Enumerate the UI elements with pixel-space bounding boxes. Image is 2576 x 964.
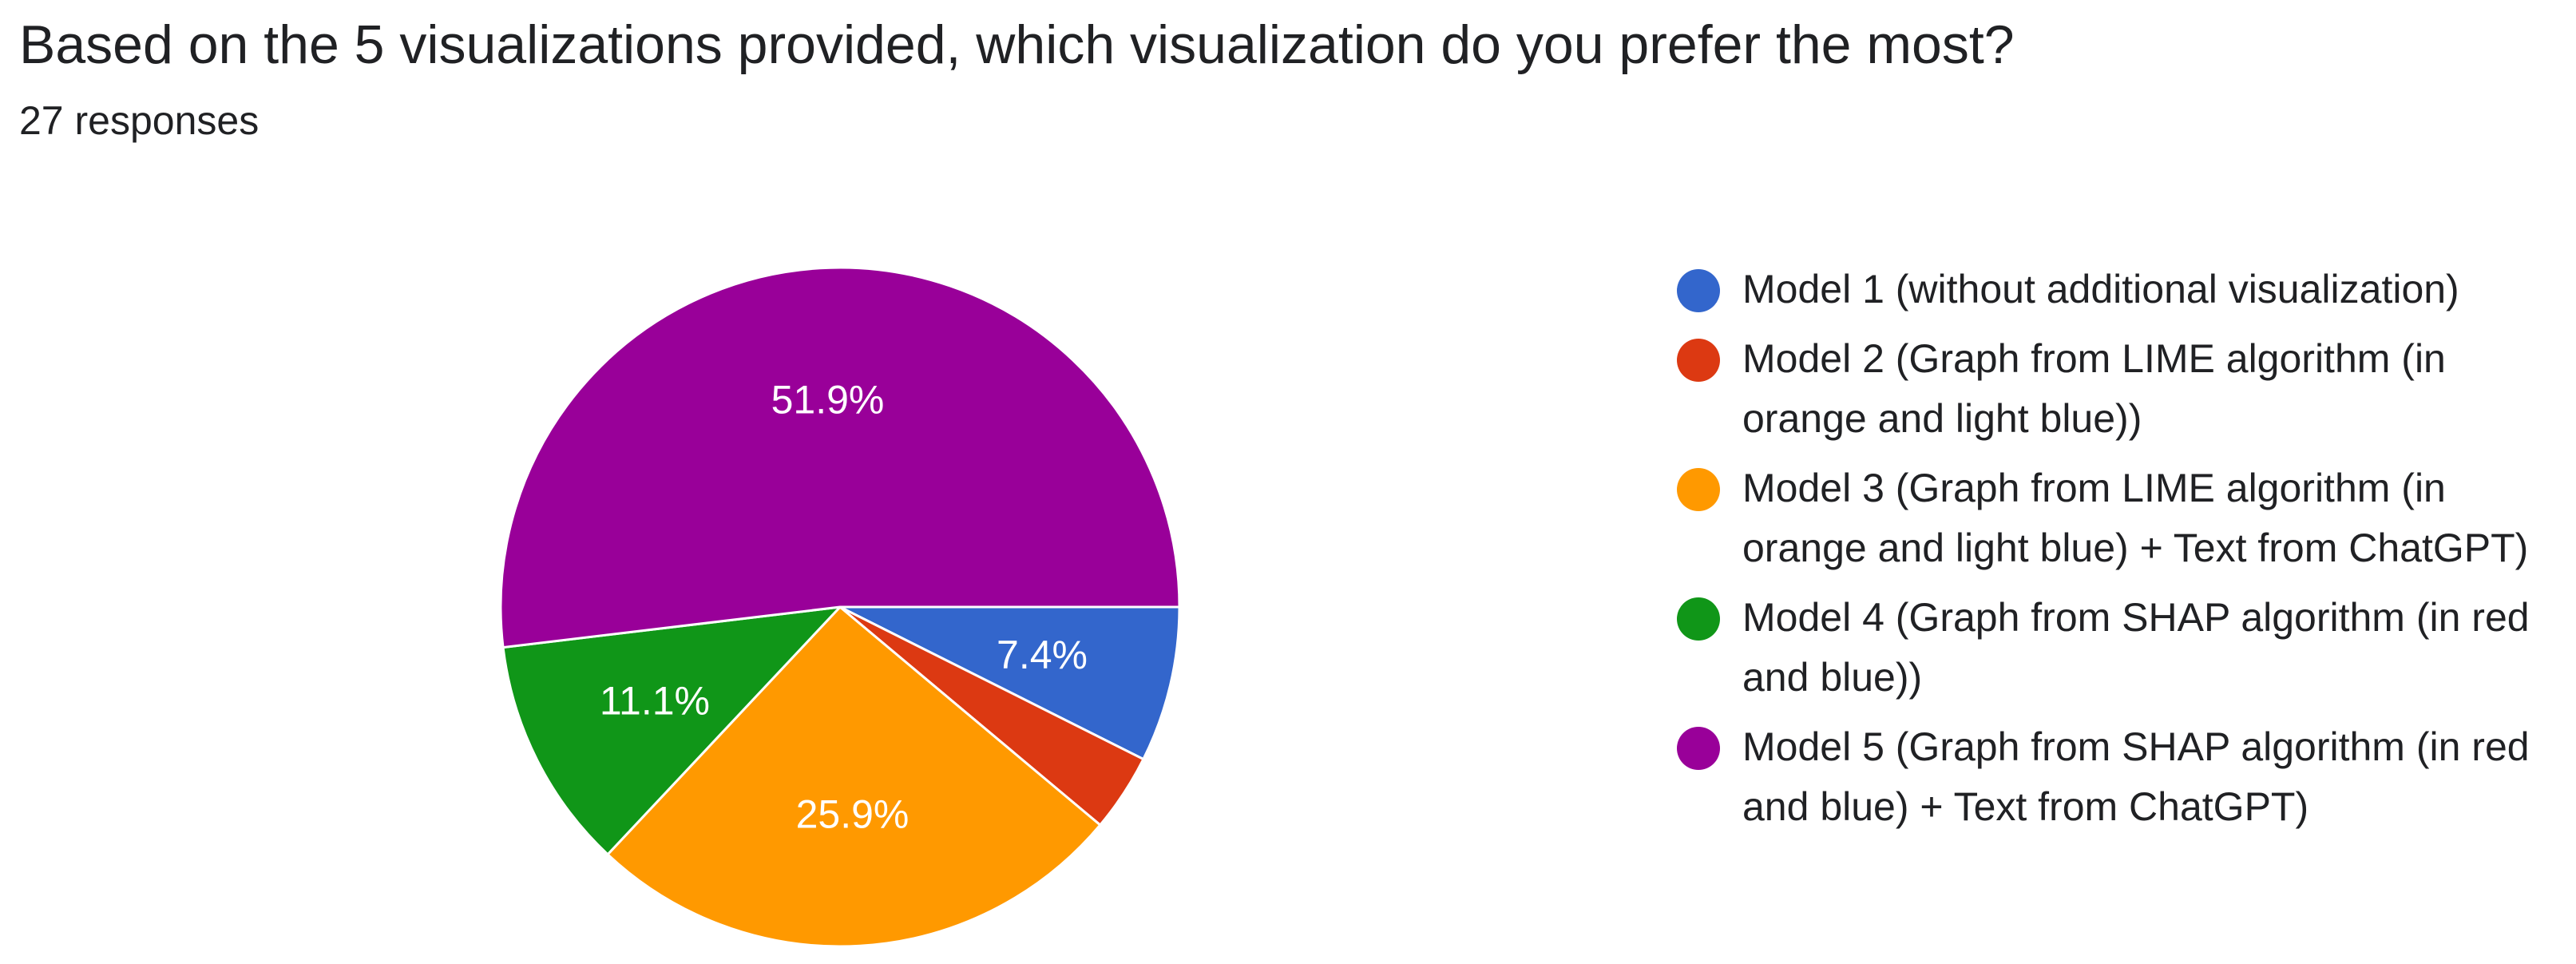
slice-label-model-1: 7.4%	[997, 633, 1088, 677]
slice-label-model-3: 25.9%	[796, 792, 910, 837]
response-count: 27 responses	[19, 98, 260, 143]
pie-slice-model-1[interactable]	[839, 605, 1181, 761]
question-title: Based on the 5 visualizations provided, …	[19, 14, 2015, 75]
chart-legend: Model 1 (without additional visualizatio…	[1669, 260, 2571, 847]
legend-item-model-5[interactable]: Model 5 (Graph from SHAP algorithm (in r…	[1669, 717, 2571, 837]
legend-swatch	[1677, 597, 1720, 641]
legend-item-model-3[interactable]: Model 3 (Graph from LIME algorithm (in o…	[1669, 458, 2571, 578]
legend-swatch	[1677, 339, 1720, 382]
legend-swatch	[1677, 727, 1720, 770]
pie-slice-model-5[interactable]	[499, 266, 1181, 649]
legend-swatch	[1677, 269, 1720, 312]
legend-label: Model 4 (Graph from SHAP algorithm (in r…	[1742, 595, 2530, 700]
legend-label: Model 2 (Graph from LIME algorithm (in o…	[1742, 336, 2446, 441]
slice-label-model-5: 51.9%	[771, 377, 885, 422]
legend-item-model-4[interactable]: Model 4 (Graph from SHAP algorithm (in r…	[1669, 588, 2571, 708]
legend-label: Model 3 (Graph from LIME algorithm (in o…	[1742, 466, 2529, 570]
legend-item-model-1[interactable]: Model 1 (without additional visualizatio…	[1669, 260, 2571, 319]
legend-swatch	[1677, 468, 1720, 511]
pie-slice-model-3[interactable]	[605, 605, 1102, 948]
slice-label-model-4: 11.1%	[600, 678, 710, 723]
pie-slice-model-4[interactable]	[501, 605, 843, 856]
legend-label: Model 5 (Graph from SHAP algorithm (in r…	[1742, 724, 2530, 829]
legend-item-model-2[interactable]: Model 2 (Graph from LIME algorithm (in o…	[1669, 329, 2571, 449]
legend-label: Model 1 (without additional visualizatio…	[1742, 267, 2459, 311]
